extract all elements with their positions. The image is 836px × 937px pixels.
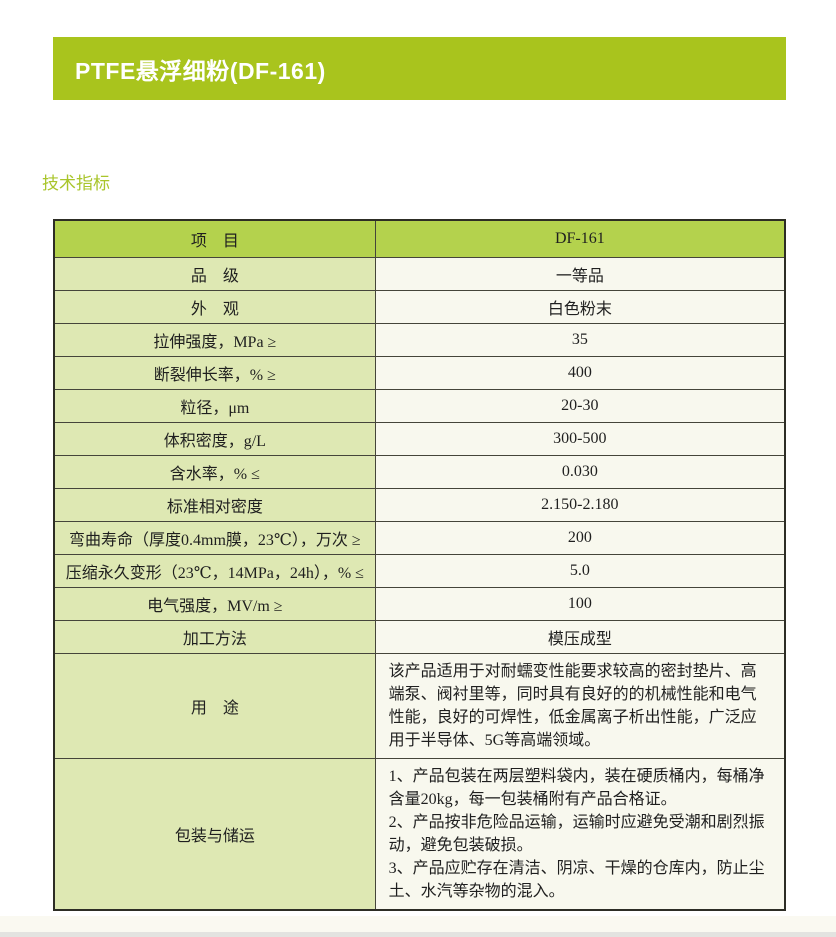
table-row-flex-life: 弯曲寿命（厚度0.4mm膜，23℃），万次 ≥ 200	[53, 520, 786, 555]
table-row-specific-gravity: 标准相对密度 2.150-2.180	[53, 487, 786, 522]
table-row-elongation: 断裂伸长率，% ≥ 400	[53, 355, 786, 390]
page-bottom-divider	[0, 932, 836, 937]
spec-label: 压缩永久变形（23℃，14MPa，24h），% ≤	[53, 553, 376, 588]
spec-label: 电气强度，MV/m ≥	[53, 586, 376, 621]
spec-label: 标准相对密度	[53, 487, 376, 522]
spec-value: 35	[374, 322, 786, 357]
spec-label: 断裂伸长率，% ≥	[53, 355, 376, 390]
spec-table: 项 目 DF-161 品 级 一等品 外 观 白色粉末 拉伸强度，MPa ≥ 3…	[53, 219, 786, 911]
product-title: PTFE悬浮细粉(DF-161)	[75, 57, 326, 84]
spec-value: 5.0	[374, 553, 786, 588]
spec-value: 2.150-2.180	[374, 487, 786, 522]
spec-label: 品 级	[53, 256, 376, 291]
table-row-grade: 品 级 一等品	[53, 256, 786, 291]
spec-label: 粒径，μm	[53, 388, 376, 423]
header-item-cell: 项 目	[53, 219, 376, 258]
spec-value: 模压成型	[374, 619, 786, 654]
spec-label: 拉伸强度，MPa ≥	[53, 322, 376, 357]
spec-label: 加工方法	[53, 619, 376, 654]
spec-value: 20-30	[374, 388, 786, 423]
table-row-dielectric-strength: 电气强度，MV/m ≥ 100	[53, 586, 786, 621]
spec-label: 用 途	[53, 652, 376, 759]
spec-value: 200	[374, 520, 786, 555]
spec-label: 外 观	[53, 289, 376, 324]
section-title: 技术指标	[42, 174, 110, 193]
spec-value: 一等品	[374, 256, 786, 291]
page-bottom-band	[0, 916, 836, 932]
spec-label: 弯曲寿命（厚度0.4mm膜，23℃），万次 ≥	[53, 520, 376, 555]
spec-label: 含水率，% ≤	[53, 454, 376, 489]
table-row-compression-set: 压缩永久变形（23℃，14MPa，24h），% ≤ 5.0	[53, 553, 786, 588]
spec-value: 100	[374, 586, 786, 621]
table-row-tensile-strength: 拉伸强度，MPa ≥ 35	[53, 322, 786, 357]
spec-value: 该产品适用于对耐蠕变性能要求较高的密封垫片、高端泵、阀衬里等，同时具有良好的的机…	[374, 652, 786, 759]
spec-value: 1、产品包装在两层塑料袋内，装在硬质桶内，每桶净含量20kg，每一包装桶附有产品…	[374, 757, 786, 910]
table-row-moisture: 含水率，% ≤ 0.030	[53, 454, 786, 489]
product-title-banner: PTFE悬浮细粉(DF-161)	[53, 37, 786, 100]
table-row-processing-method: 加工方法 模压成型	[53, 619, 786, 654]
spec-value: 300-500	[374, 421, 786, 456]
table-header-row: 项 目 DF-161	[53, 219, 786, 258]
spec-label: 包装与储运	[53, 757, 376, 910]
spec-label: 体积密度，g/L	[53, 421, 376, 456]
spec-value: 白色粉末	[374, 289, 786, 324]
spec-value: 0.030	[374, 454, 786, 489]
spec-value: 400	[374, 355, 786, 390]
table-row-particle-size: 粒径，μm 20-30	[53, 388, 786, 423]
header-value-cell: DF-161	[374, 219, 786, 258]
table-row-bulk-density: 体积密度，g/L 300-500	[53, 421, 786, 456]
table-row-packaging-storage: 包装与储运 1、产品包装在两层塑料袋内，装在硬质桶内，每桶净含量20kg，每一包…	[53, 757, 786, 910]
table-row-applications: 用 途 该产品适用于对耐蠕变性能要求较高的密封垫片、高端泵、阀衬里等，同时具有良…	[53, 652, 786, 759]
table-row-appearance: 外 观 白色粉末	[53, 289, 786, 324]
